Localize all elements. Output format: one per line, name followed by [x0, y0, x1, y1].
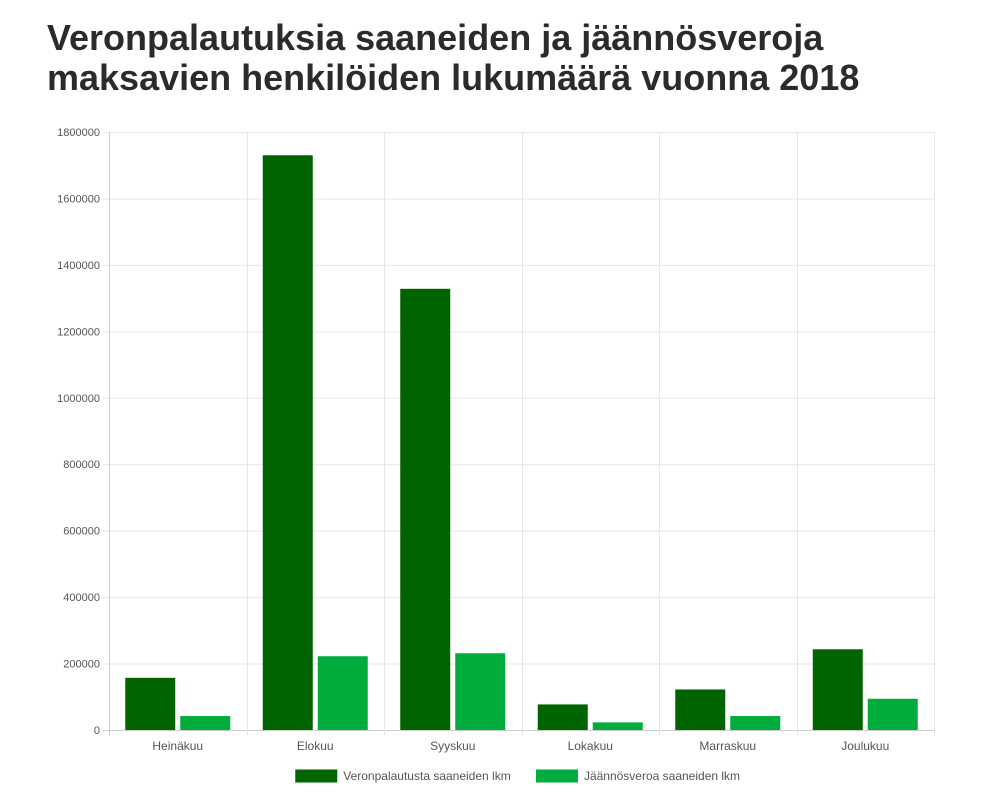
x-tick-label: Elokuu: [297, 739, 334, 753]
bar-veronpalautus[interactable]: [400, 288, 451, 730]
y-tick-label: 0: [94, 725, 100, 737]
bar-veronpalautus[interactable]: [537, 704, 588, 730]
bar-veronpalautus[interactable]: [262, 155, 313, 730]
y-tick-label: 1000000: [57, 393, 100, 405]
bar-veronpalautus[interactable]: [675, 689, 726, 730]
y-tick-label: 1400000: [57, 260, 100, 272]
bar-jaannosvero[interactable]: [455, 653, 506, 730]
x-tick-label: Joulukuu: [841, 739, 889, 753]
bar-veronpalautus[interactable]: [125, 677, 176, 730]
y-tick-label: 600000: [63, 526, 100, 538]
y-axis: 0 200000 400000 600000 800000 1000000 1200000 1…: [57, 127, 100, 737]
bar-jaannosvero[interactable]: [180, 716, 231, 730]
x-tick-label: Syyskuu: [430, 739, 475, 753]
bars: [125, 155, 918, 730]
x-tick-label: Lokakuu: [568, 739, 613, 753]
bar-jaannosvero[interactable]: [592, 722, 643, 730]
y-tick-label: 800000: [63, 459, 100, 471]
legend-label[interactable]: Jäännösveroa saaneiden lkm: [584, 769, 740, 783]
bar-jaannosvero[interactable]: [730, 716, 781, 730]
y-tick-label: 1200000: [57, 326, 100, 338]
legend-swatch: [295, 769, 338, 783]
legend: Veronpalautusta saaneiden lkm Jäännösvero…: [295, 769, 740, 783]
y-tick-label: 1800000: [57, 127, 100, 139]
legend-swatch: [535, 769, 578, 783]
chart-title: Veronpalautuksia saaneiden ja jäännösver…: [47, 17, 860, 98]
y-tick-label: 1600000: [57, 193, 100, 205]
bar-jaannosvero[interactable]: [867, 698, 918, 730]
grid-lines: [103, 132, 935, 736]
x-tick-label: Marraskuu: [699, 739, 756, 753]
y-tick-label: 200000: [63, 659, 100, 671]
bar-veronpalautus[interactable]: [812, 649, 863, 730]
bar-jaannosvero[interactable]: [317, 656, 368, 730]
legend-label[interactable]: Veronpalautusta saaneiden lkm: [343, 769, 510, 783]
y-tick-label: 400000: [63, 592, 100, 604]
x-tick-label: Heinäkuu: [152, 739, 203, 753]
x-axis: Heinäkuu Elokuu Syyskuu Lokakuu Marraskuu Jou…: [152, 739, 889, 753]
